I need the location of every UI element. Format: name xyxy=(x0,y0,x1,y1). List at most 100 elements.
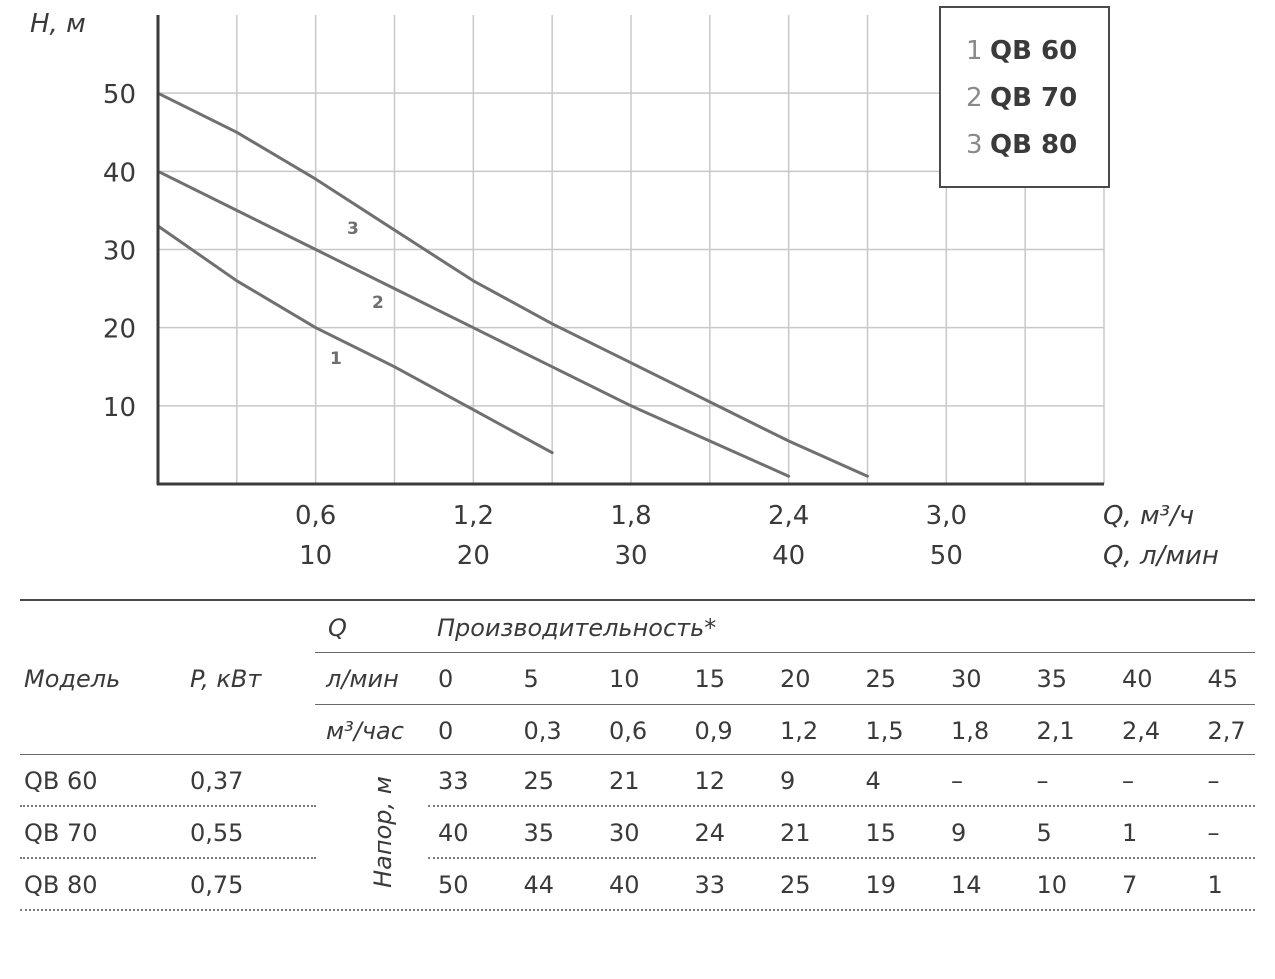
chart-series xyxy=(156,91,869,478)
legend-box xyxy=(939,6,1110,188)
x-tick-label-m3h: 3,0 xyxy=(926,501,967,531)
cell-lmin: 30 xyxy=(951,665,982,693)
cell-head-value: 4 xyxy=(865,767,881,795)
table-rule-q xyxy=(315,652,1255,653)
cell-m3h: 1,5 xyxy=(865,717,904,745)
cell-head-value: – xyxy=(951,767,963,795)
cell-head-value: 35 xyxy=(523,819,555,847)
cell-head-value: 7 xyxy=(1122,871,1138,899)
cell-head-value: 25 xyxy=(523,767,555,795)
legend-item-1-name: QB 60 xyxy=(990,36,1077,66)
cell-lmin: 35 xyxy=(1036,665,1068,693)
cell-head-value: – xyxy=(1207,767,1220,795)
table-header-rule xyxy=(20,754,1255,755)
y-tick-label: 50 xyxy=(103,80,136,110)
y-tick-label: 20 xyxy=(103,315,136,345)
legend-item-3-name: QB 80 xyxy=(990,130,1077,160)
x-tick-label-lmin: 10 xyxy=(299,541,332,571)
row-divider-2-right xyxy=(428,857,1255,859)
cell-lmin: 0 xyxy=(438,665,454,693)
series-line-3 xyxy=(156,91,869,478)
cell-head-value: 9 xyxy=(951,819,967,847)
cell-m3h: 2,1 xyxy=(1036,717,1075,745)
y-tick-label: 30 xyxy=(103,237,136,267)
cell-lmin: 20 xyxy=(780,665,811,693)
cell-head-value: – xyxy=(1122,767,1134,795)
cell-head-value: 1 xyxy=(1207,871,1223,899)
x-tick-label-lmin: 30 xyxy=(614,541,647,571)
cell-head-value: 21 xyxy=(780,819,811,847)
cell-lmin: 25 xyxy=(865,665,897,693)
cell-head-value: 19 xyxy=(865,871,897,899)
cell-lmin: 40 xyxy=(1122,665,1153,693)
header-performance: Производительность* xyxy=(437,614,717,642)
chart-axes xyxy=(156,15,1104,486)
cell-m3h: 1,2 xyxy=(780,717,819,745)
row-divider-1-right xyxy=(428,805,1255,807)
legend-item-2-num: 2 xyxy=(966,83,983,113)
series-line-1 xyxy=(156,224,554,455)
cell-lmin: 5 xyxy=(523,665,539,693)
curve-label-1: 1 xyxy=(330,349,342,369)
header-power: P, кВт xyxy=(190,665,262,693)
cell-head-value: 50 xyxy=(438,871,469,899)
cell-lmin: 45 xyxy=(1207,665,1239,693)
cell-head-value: 33 xyxy=(694,871,726,899)
cell-m3h: 2,4 xyxy=(1122,717,1161,745)
table-rule-lmin xyxy=(315,704,1255,705)
cell-head-value: 25 xyxy=(780,871,811,899)
cell-head-value: 14 xyxy=(951,871,982,899)
x-tick-label-lmin: 50 xyxy=(930,541,963,571)
x-axis-label-lmin: Q, л/мин xyxy=(1103,541,1219,571)
cell-power: 0,37 xyxy=(190,767,244,795)
cell-head-value: 15 xyxy=(865,819,897,847)
cell-head-value: 33 xyxy=(438,767,469,795)
cell-model: QB 60 xyxy=(24,767,98,795)
row-divider-2-left xyxy=(20,857,316,859)
table-bottom-rule xyxy=(20,909,1255,911)
x-tick-label-lmin: 40 xyxy=(772,541,805,571)
cell-head-value: – xyxy=(1036,767,1049,795)
cell-m3h: 2,7 xyxy=(1207,717,1246,745)
cell-head-value: 10 xyxy=(1036,871,1068,899)
cell-head-value: 21 xyxy=(609,767,640,795)
cell-m3h: 0,3 xyxy=(523,717,562,745)
cell-m3h: 0 xyxy=(438,717,454,745)
cell-head-value: 12 xyxy=(694,767,726,795)
cell-m3h: 1,8 xyxy=(951,717,990,745)
chart-legend: 1 QB 60 2 QB 70 3 QB 80 xyxy=(939,6,1110,188)
header-unit-m3h: м³/час xyxy=(326,717,404,745)
x-tick-label-m3h: 2,4 xyxy=(768,501,809,531)
cell-m3h: 0,9 xyxy=(694,717,733,745)
cell-m3h: 0,6 xyxy=(609,717,648,745)
x-tick-label-m3h: 1,8 xyxy=(610,501,651,531)
chart-ticks: 10 20 30 40 50 0,6 1,2 1,8 2,4 3,0 10 20 30 40 50 xyxy=(103,80,967,571)
cell-head-value: 24 xyxy=(694,819,726,847)
cell-head-value: 40 xyxy=(609,871,640,899)
x-tick-label-m3h: 1,2 xyxy=(453,501,494,531)
cell-power: 0,75 xyxy=(190,871,244,899)
cell-model: QB 80 xyxy=(24,871,98,899)
cell-lmin: 15 xyxy=(694,665,726,693)
row-divider-1-left xyxy=(20,805,316,807)
cell-head-value: 9 xyxy=(780,767,796,795)
x-tick-label-m3h: 0,6 xyxy=(295,501,336,531)
series-line-2 xyxy=(156,169,791,478)
cell-head-value: 40 xyxy=(438,819,469,847)
cell-head-value: 1 xyxy=(1122,819,1138,847)
pump-performance-chart: 10 20 30 40 50 0,6 1,2 1,8 2,4 3,0 10 20 30 40 50 H, м… xyxy=(30,6,1219,571)
y-tick-label: 40 xyxy=(103,158,136,188)
curve-label-2: 2 xyxy=(372,293,384,313)
cell-power: 0,55 xyxy=(190,819,244,847)
curve-label-3: 3 xyxy=(347,219,359,239)
header-unit-lmin: л/мин xyxy=(326,665,399,693)
cell-head-value: 5 xyxy=(1036,819,1052,847)
cell-lmin: 10 xyxy=(609,665,640,693)
cell-head-value: – xyxy=(1207,819,1220,847)
napor-label: Напор, м xyxy=(369,776,397,888)
cell-head-value: 30 xyxy=(609,819,640,847)
table-top-rule xyxy=(20,599,1255,601)
cell-model: QB 70 xyxy=(24,819,98,847)
legend-item-1-num: 1 xyxy=(966,36,983,66)
